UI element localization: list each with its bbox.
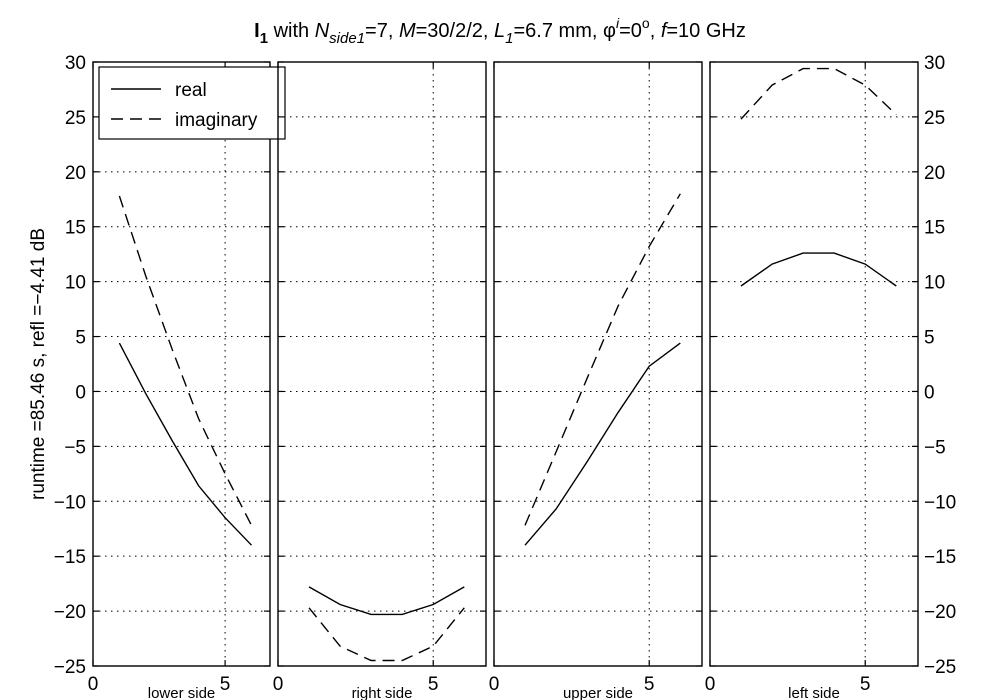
chart-title-part: M xyxy=(399,20,416,42)
panel-xlabel: right side xyxy=(352,685,413,700)
y-tick-label-left: −15 xyxy=(54,547,86,568)
x-tick-label: 0 xyxy=(705,674,716,695)
series-line-imaginary-upper-side xyxy=(524,193,681,526)
series-line-imaginary-lower-side xyxy=(118,195,253,526)
legend-box xyxy=(98,66,286,140)
panel-frame xyxy=(709,61,919,667)
y-tick-label-right: 0 xyxy=(924,382,935,403)
y-tick-label-right: 5 xyxy=(924,328,935,349)
legend-label-real: real xyxy=(175,80,207,101)
chart-title-part: I xyxy=(254,20,260,42)
x-tick-label: 5 xyxy=(644,674,655,695)
series-line-real-upper-side xyxy=(524,342,681,546)
x-tick-label: 5 xyxy=(428,674,439,695)
y-tick-label-right: 15 xyxy=(924,218,945,239)
legend-label-imaginary: imaginary xyxy=(175,110,258,131)
y-tick-label-right: 20 xyxy=(924,163,945,184)
panel-frame xyxy=(92,61,271,667)
y-tick-label-left: 0 xyxy=(75,382,86,403)
chart-title-part: 1 xyxy=(505,30,513,47)
y-tick-label-left: −5 xyxy=(64,437,86,458)
series-line-real-left-side xyxy=(740,252,897,287)
series-line-real-lower-side xyxy=(118,342,253,546)
chart-title-part: L xyxy=(494,20,505,42)
y-tick-label-right: −15 xyxy=(924,547,956,568)
panel-frame xyxy=(493,61,703,667)
chart-title-part: f xyxy=(661,20,669,42)
chart-title-part: i xyxy=(616,15,620,31)
y-tick-label-right: −10 xyxy=(924,492,956,513)
x-tick-label: 0 xyxy=(489,674,500,695)
y-tick-label-left: 30 xyxy=(65,53,86,74)
y-tick-label-right: −5 xyxy=(924,437,946,458)
y-tick-label-left: 15 xyxy=(65,218,86,239)
chart-title: I1 with Nside1=7, M=30/2/2, L1=6.7 mm, φ… xyxy=(254,15,746,47)
y-tick-label-left: 20 xyxy=(65,163,86,184)
y-tick-label-left: −25 xyxy=(54,657,86,678)
chart-title-part: 1 xyxy=(260,30,268,47)
x-tick-label: 0 xyxy=(88,674,99,695)
chart-title-part: =10 GHz xyxy=(666,20,745,42)
chart-title-part: o xyxy=(642,15,650,31)
chart-title-part: =7, xyxy=(365,20,399,42)
y-tick-label-left: 10 xyxy=(65,273,86,294)
series-line-imaginary-left-side xyxy=(740,67,897,120)
panel-frame xyxy=(277,61,487,667)
y-tick-label-left: −10 xyxy=(54,492,86,513)
x-tick-label: 5 xyxy=(220,674,231,695)
series-line-imaginary-right-side xyxy=(308,607,465,662)
panel-xlabel: upper side xyxy=(563,685,633,700)
x-tick-label: 5 xyxy=(860,674,871,695)
y-tick-label-right: −20 xyxy=(924,602,956,623)
y-axis-label: runtime =85.46 s, refl =−4.41 dB xyxy=(28,228,49,500)
y-tick-label-left: 5 xyxy=(75,328,86,349)
chart-title-part: side1 xyxy=(329,30,365,47)
chart-title-part: N xyxy=(315,20,330,42)
y-tick-label-left: 25 xyxy=(65,108,86,129)
series-line-real-right-side xyxy=(308,586,465,616)
chart-title-part: , xyxy=(650,20,661,42)
x-tick-label: 0 xyxy=(273,674,284,695)
y-tick-label-right: −25 xyxy=(924,657,956,678)
chart-title-part: with xyxy=(268,20,315,42)
y-tick-label-left: −20 xyxy=(54,602,86,623)
chart-title-part: =30/2/2, xyxy=(416,20,494,42)
y-tick-label-right: 10 xyxy=(924,273,945,294)
panel-xlabel: lower side xyxy=(148,685,216,700)
y-tick-label-right: 30 xyxy=(924,53,945,74)
panel-xlabel: left side xyxy=(788,685,840,700)
y-tick-label-right: 25 xyxy=(924,108,945,129)
chart-title-part: φ xyxy=(603,20,616,42)
chart-title-part: =6.7 mm, xyxy=(514,20,603,42)
chart-title-part: =0 xyxy=(619,20,642,42)
